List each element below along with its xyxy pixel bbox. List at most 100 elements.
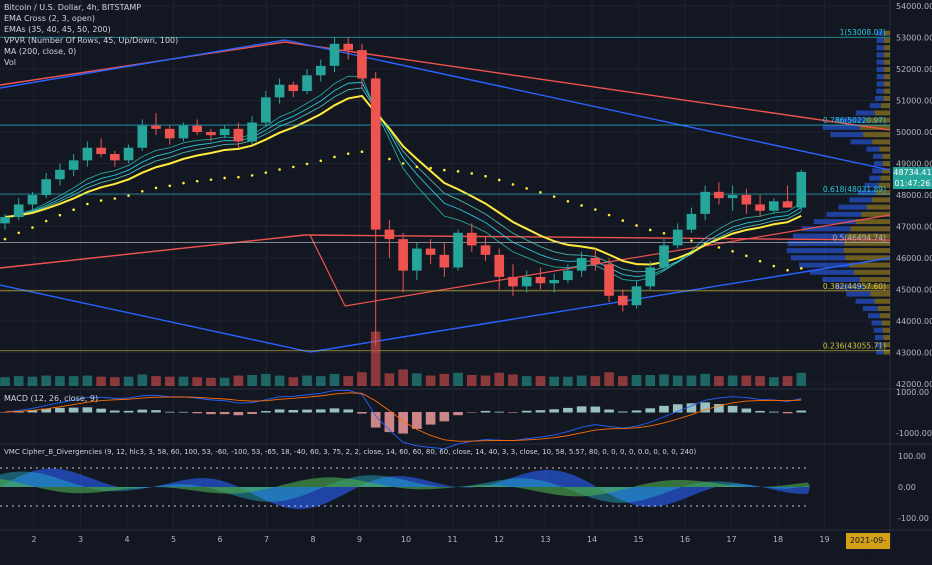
indicator-vol[interactable]: Vol <box>4 58 16 67</box>
trend-line <box>0 39 286 89</box>
vpvr-row-up <box>787 240 844 246</box>
fib-levels: 1(53008.07) 0.786(50220.97) 0.618(48031.89… <box>0 28 890 352</box>
candle-body <box>412 248 422 271</box>
ma-200-dot <box>731 249 734 253</box>
macd-histogram-bar <box>645 408 656 413</box>
ma-200-dot <box>237 175 240 179</box>
vpvr-row-up <box>873 161 883 167</box>
ma-200-dot <box>690 239 693 242</box>
macd-histogram-bar <box>466 412 477 413</box>
vpvr-row-up <box>830 132 864 138</box>
ma-200-dot <box>443 168 446 172</box>
volume-bar <box>96 376 106 386</box>
vpvr-row-up <box>873 327 883 333</box>
vpvr-row-down <box>882 161 890 167</box>
volume-bar <box>164 376 175 386</box>
vpvr-row-down <box>863 132 890 138</box>
candle-body <box>727 195 738 199</box>
vpvr-row-down <box>883 59 890 65</box>
chart-canvas[interactable]: 1(53008.07) 0.786(50220.97) 0.618(48031.89… <box>0 0 932 550</box>
volume-bar <box>425 375 436 386</box>
oscillator-tick-label: 0.00 <box>898 483 916 492</box>
candle-body <box>604 264 614 296</box>
volume-bar <box>219 377 230 386</box>
macd-histogram-bar <box>576 406 587 413</box>
candle-body <box>769 201 779 211</box>
vpvr-row-up <box>876 66 884 72</box>
ma-200-dot <box>278 168 281 171</box>
indicator-emas[interactable]: EMAs (35, 40, 45, 50, 200) <box>4 25 111 34</box>
candle-body <box>151 125 161 129</box>
vpvr-row-down <box>883 81 890 87</box>
vpvr-row-up <box>869 103 881 109</box>
price-tick-label: 52000.00 <box>896 65 932 74</box>
macd-histogram-bar <box>412 412 422 429</box>
volume-bar <box>247 375 257 386</box>
ma-200-dot <box>154 186 158 190</box>
indicator-ema-cross[interactable]: EMA Cross (2, 3, open) <box>4 14 96 23</box>
volume-bar <box>41 375 51 386</box>
vpvr-row-up <box>875 342 884 348</box>
ma-200-dot <box>552 195 556 198</box>
volume-bar <box>233 375 244 386</box>
time-tick-label: 18 <box>773 535 783 544</box>
indicator-ma[interactable]: MA (200, close, 0) <box>4 47 77 56</box>
vpvr-row-up <box>822 124 860 130</box>
vpvr-row-down <box>883 95 890 101</box>
macd-histogram-bar <box>123 410 134 413</box>
ma-200-dot <box>292 165 295 169</box>
ma-200-dot <box>401 162 405 165</box>
macd-histogram-bar <box>68 407 79 413</box>
price-tick-label: 48000.00 <box>896 191 932 200</box>
candle-body <box>425 248 436 255</box>
macd-histogram-bar <box>755 410 765 413</box>
indicator-vpvr[interactable]: VPVR (Number Of Rows, 45, Up/Down, 100) <box>4 36 179 45</box>
vpvr-row-up <box>862 306 878 312</box>
time-tick-label: 6 <box>217 535 222 544</box>
candle-body <box>233 128 244 142</box>
vpvr-row-down <box>882 153 890 159</box>
candle-body <box>315 65 326 76</box>
price-tick-label: 45000.00 <box>896 286 932 295</box>
ma-200-dot <box>758 259 762 263</box>
ma-200-dot <box>786 268 789 272</box>
ma-200-dot <box>607 213 611 217</box>
vpvr-row-down <box>872 139 890 145</box>
macd-histogram-bar <box>274 409 285 413</box>
vpvr-row-up <box>876 349 884 355</box>
volume-bar <box>192 377 203 386</box>
volume-bar <box>357 372 367 386</box>
candle-body <box>302 75 312 92</box>
macd-histogram-bar <box>494 411 505 413</box>
macd-histogram-bar <box>769 411 779 413</box>
candle-body <box>164 128 175 139</box>
vpvr-row-up <box>876 37 884 43</box>
vpvr-row-up <box>871 320 882 326</box>
macd-legend[interactable]: MACD (12, 26, close, 9) <box>4 394 99 403</box>
vpvr-row-down <box>883 74 890 80</box>
vpvr-row-down <box>874 110 890 116</box>
price-tick-label: 50000.00 <box>896 128 932 137</box>
ma-200-dot <box>745 254 748 258</box>
candles[interactable] <box>0 37 807 347</box>
volume-bar <box>645 375 656 386</box>
time-tick-label: 15 <box>633 535 643 544</box>
time-tick-label: 16 <box>680 535 690 544</box>
candle-body <box>41 179 51 195</box>
oscillator-legend[interactable]: VMC Cipher_B_Divergencies (9, 12, hlc3, … <box>4 448 697 456</box>
macd-histogram-bar <box>521 410 532 413</box>
ma-200-dot <box>662 232 666 235</box>
macd-histogram-bar <box>535 410 546 413</box>
volume-bar <box>412 373 422 386</box>
symbol-title: Bitcoin / U.S. Dollar, 4h, BITSTAMP <box>4 3 142 12</box>
ma-200-dot <box>99 199 103 202</box>
volume-bar <box>178 376 189 386</box>
candle-body <box>329 43 340 66</box>
candle-body <box>549 280 559 284</box>
ma-200-dot <box>168 184 172 188</box>
time-tick-label: 19 <box>819 535 829 544</box>
volume-bar <box>453 372 463 386</box>
candle-body <box>55 169 65 180</box>
volume-bar <box>466 375 477 386</box>
fib-label: 0.786(50220.97) <box>823 116 886 125</box>
